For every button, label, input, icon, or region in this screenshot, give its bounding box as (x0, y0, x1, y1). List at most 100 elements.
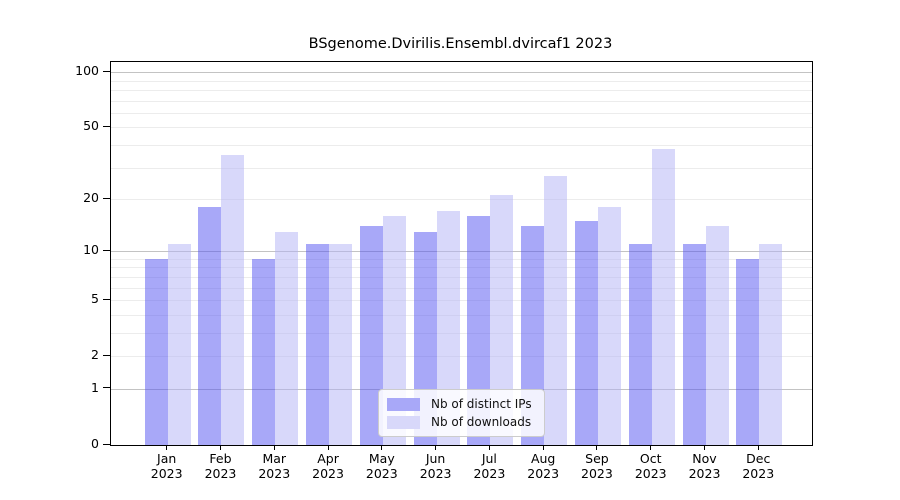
plot-area (110, 61, 813, 446)
legend-row-distinct-ips: Nb of distinct IPs (387, 397, 536, 411)
x-tick-label-feb: Feb 2023 (190, 451, 250, 481)
x-tick-month-oct: Oct (639, 451, 662, 466)
bar-downloads-jun (436, 211, 460, 445)
y-tick-5 (103, 298, 110, 300)
gridline-60 (111, 112, 812, 114)
bar-distinct-ips-oct (628, 244, 652, 445)
x-tick-may (381, 445, 383, 450)
x-tick-month-sep: Sep (585, 451, 609, 466)
gridline-100 (111, 72, 812, 74)
x-tick-jan (166, 445, 168, 450)
legend-label-distinct-ips: Nb of distinct IPs (431, 397, 532, 411)
x-tick-year-may: 2023 (365, 466, 398, 481)
gridline-70 (111, 100, 812, 102)
gridline-5 (111, 300, 812, 302)
x-tick-year-jun: 2023 (419, 466, 452, 481)
x-tick-label-sep: Sep 2023 (567, 451, 627, 481)
gridline-8 (111, 267, 812, 269)
legend-swatch-downloads (387, 415, 420, 429)
gridline-9 (111, 258, 812, 260)
x-tick-year-aug: 2023 (527, 466, 560, 481)
y-tick-2 (103, 354, 110, 356)
x-tick-label-jan: Jan 2023 (137, 451, 197, 481)
x-tick-month-jul: Jul (481, 451, 497, 466)
bar-downloads-sep (597, 207, 621, 445)
x-tick-aug (542, 445, 544, 450)
gridline-2 (111, 356, 812, 358)
bar-distinct-ips-mar (252, 258, 276, 445)
x-tick-label-oct: Oct 2023 (621, 451, 681, 481)
bar-downloads-dec (759, 244, 783, 445)
y-tick-50 (103, 125, 110, 127)
y-tick-label-1: 1 (91, 379, 99, 395)
bar-distinct-ips-feb (198, 207, 222, 445)
x-tick-year-nov: 2023 (688, 466, 721, 481)
x-tick-month-jan: Jan (157, 451, 177, 466)
x-tick-year-apr: 2023 (312, 466, 344, 481)
gridline-4 (111, 314, 812, 316)
legend-label-downloads: Nb of downloads (431, 415, 532, 429)
gridline-10 (111, 251, 812, 253)
y-tick-label-5: 5 (91, 291, 99, 307)
y-tick-label-50: 50 (83, 118, 99, 134)
x-tick-month-mar: Mar (262, 451, 287, 466)
x-tick-label-jul: Jul 2023 (459, 451, 519, 481)
x-tick-label-mar: Mar 2023 (244, 451, 304, 481)
x-tick-mar (273, 445, 275, 450)
x-tick-dec (757, 445, 759, 450)
bar-distinct-ips-apr (306, 244, 330, 445)
bar-downloads-may (382, 216, 406, 445)
gridline-90 (111, 80, 812, 82)
legend-row-downloads: Nb of downloads (387, 415, 536, 429)
y-tick-10 (103, 249, 110, 251)
x-tick-label-dec: Dec 2023 (728, 451, 788, 481)
bar-downloads-apr (329, 244, 353, 445)
x-tick-year-feb: 2023 (204, 466, 237, 481)
y-tick-20 (103, 197, 110, 199)
x-tick-year-jan: 2023 (150, 466, 183, 481)
x-tick-jul (488, 445, 490, 450)
x-tick-oct (650, 445, 652, 450)
gridline-40 (111, 144, 812, 146)
x-tick-label-aug: Aug 2023 (513, 451, 573, 481)
bar-distinct-ips-jan (144, 258, 168, 445)
gridline-7 (111, 276, 812, 278)
x-tick-month-aug: Aug (530, 451, 556, 466)
x-tick-feb (219, 445, 221, 450)
x-tick-jun (435, 445, 437, 450)
y-tick-1 (103, 387, 110, 389)
x-tick-month-may: May (368, 451, 395, 466)
gridline-20 (111, 199, 812, 201)
bar-distinct-ips-dec (736, 258, 760, 445)
y-tick-0 (103, 443, 110, 445)
y-tick-label-2: 2 (91, 347, 99, 363)
x-tick-apr (327, 445, 329, 450)
bar-downloads-jan (167, 244, 191, 445)
x-tick-year-oct: 2023 (634, 466, 667, 481)
y-tick-label-0: 0 (91, 436, 99, 451)
legend: Nb of distinct IPs Nb of downloads (378, 389, 545, 437)
chart-title: BSgenome.Dvirilis.Ensembl.dvircaf1 2023 (308, 36, 613, 52)
bar-distinct-ips-may (359, 226, 383, 445)
x-tick-month-nov: Nov (692, 451, 717, 466)
x-tick-label-nov: Nov 2023 (675, 451, 735, 481)
gridline-6 (111, 287, 812, 289)
legend-swatch-distinct-ips (387, 397, 420, 411)
x-tick-year-sep: 2023 (581, 466, 613, 481)
y-tick-100 (103, 70, 110, 72)
x-tick-month-dec: Dec (746, 451, 771, 466)
x-tick-nov (704, 445, 705, 450)
bar-downloads-jul (490, 195, 514, 445)
x-tick-month-feb: Feb (209, 451, 232, 466)
x-tick-label-apr: Apr 2023 (298, 451, 358, 481)
bar-downloads-oct (651, 149, 675, 445)
bar-downloads-nov (705, 226, 729, 445)
y-tick-label-10: 10 (83, 242, 99, 258)
x-tick-month-jun: Jun (425, 451, 446, 466)
y-tick-label-20: 20 (83, 190, 99, 206)
bar-downloads-mar (275, 231, 299, 445)
x-tick-label-jun: Jun 2023 (406, 451, 466, 481)
bar-downloads-feb (221, 155, 245, 445)
x-tick-month-apr: Apr (317, 451, 339, 466)
